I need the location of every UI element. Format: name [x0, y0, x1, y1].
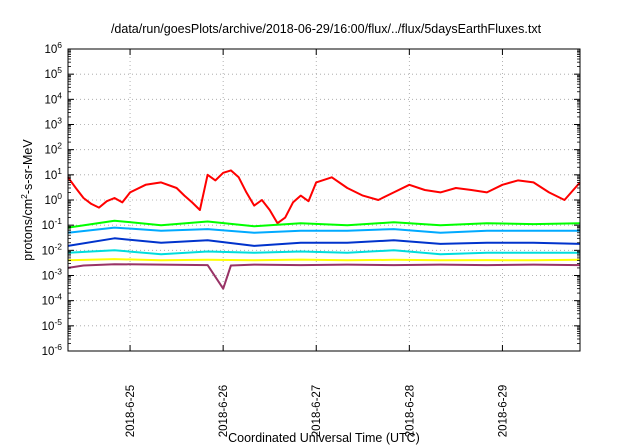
y-tick-label: 103: [44, 116, 62, 132]
x-axis-title: Coordinated Universal Time (UTC): [228, 431, 420, 445]
series-line: [67, 263, 581, 290]
y-tick-label-exp: -5: [54, 317, 62, 327]
y-tick-label: 105: [44, 65, 62, 81]
y-tick-label: 104: [44, 90, 62, 106]
x-tick-label: 2018-6-25: [125, 385, 137, 437]
y-tick-label: 102: [44, 141, 62, 157]
series-layer: [67, 169, 581, 290]
y-tick-label-exp: 0: [57, 191, 62, 201]
series-line: [67, 258, 581, 262]
series-line: [67, 219, 581, 229]
y-tick-label: 10-6: [42, 342, 63, 358]
y-tick-label: 10-3: [42, 267, 63, 283]
y-tick-label: 101: [44, 166, 62, 182]
series-line: [67, 169, 581, 225]
y-axis-title-rest: -s-sr-MeV: [21, 139, 35, 195]
y-tick-label-exp: 5: [57, 65, 62, 75]
y-tick-label-base: 10: [42, 271, 55, 283]
y-tick-label-exp: 6: [57, 40, 62, 50]
y-tick-label-exp: -2: [54, 241, 62, 251]
y-tick-label-exp: -1: [54, 216, 62, 226]
y-tick-label-base: 10: [42, 220, 55, 232]
y-tick-label-exp: 3: [57, 116, 62, 126]
y-tick-label-base: 10: [44, 94, 57, 106]
x-tick-label: 2018-6-29: [497, 385, 509, 437]
y-tick-label-exp: -4: [54, 292, 62, 302]
x-tick-label: 2018-6-27: [311, 385, 323, 437]
y-tick-label: 10-1: [42, 216, 63, 232]
y-tick-label-base: 10: [44, 69, 57, 81]
y-tick-label-exp: 4: [57, 90, 62, 100]
series-line: [67, 226, 580, 234]
series-line: [67, 237, 581, 247]
y-tick-label-base: 10: [44, 145, 57, 157]
y-tick-label-exp: -6: [54, 342, 62, 352]
chart-title: /data/run/goesPlots/archive/2018-06-29/1…: [111, 22, 542, 36]
y-tick-label-exp: 2: [57, 141, 62, 151]
y-tick-label-base: 10: [44, 195, 57, 207]
y-tick-label-base: 10: [42, 296, 55, 308]
y-tick-label: 100: [44, 191, 62, 207]
y-tick-label-base: 10: [44, 44, 57, 56]
y-axis-title: protons/cm2-s-sr-MeV: [19, 139, 35, 261]
y-tick-label: 10-2: [42, 241, 63, 257]
y-axis-title-base: protons/cm: [21, 199, 35, 261]
y-tick-label-exp: -3: [54, 267, 62, 277]
y-tick-label: 106: [44, 40, 62, 56]
y-tick-label-base: 10: [44, 170, 57, 182]
y-tick-label: 10-4: [42, 292, 63, 308]
x-tick-label: 2018-6-26: [218, 385, 230, 437]
series-line: [67, 249, 580, 256]
x-tick-label: 2018-6-28: [404, 385, 416, 437]
y-tick-label: 10-5: [42, 317, 63, 333]
y-tick-label-exp: 1: [57, 166, 62, 176]
y-tick-label-base: 10: [42, 346, 55, 358]
y-axis-title-exp: 2: [19, 194, 29, 199]
y-tick-label-base: 10: [42, 245, 55, 257]
ticks-layer: 10610510410310210110010-110-210-310-410-…: [42, 40, 580, 437]
y-tick-label-base: 10: [42, 321, 55, 333]
y-tick-label-base: 10: [44, 120, 57, 132]
